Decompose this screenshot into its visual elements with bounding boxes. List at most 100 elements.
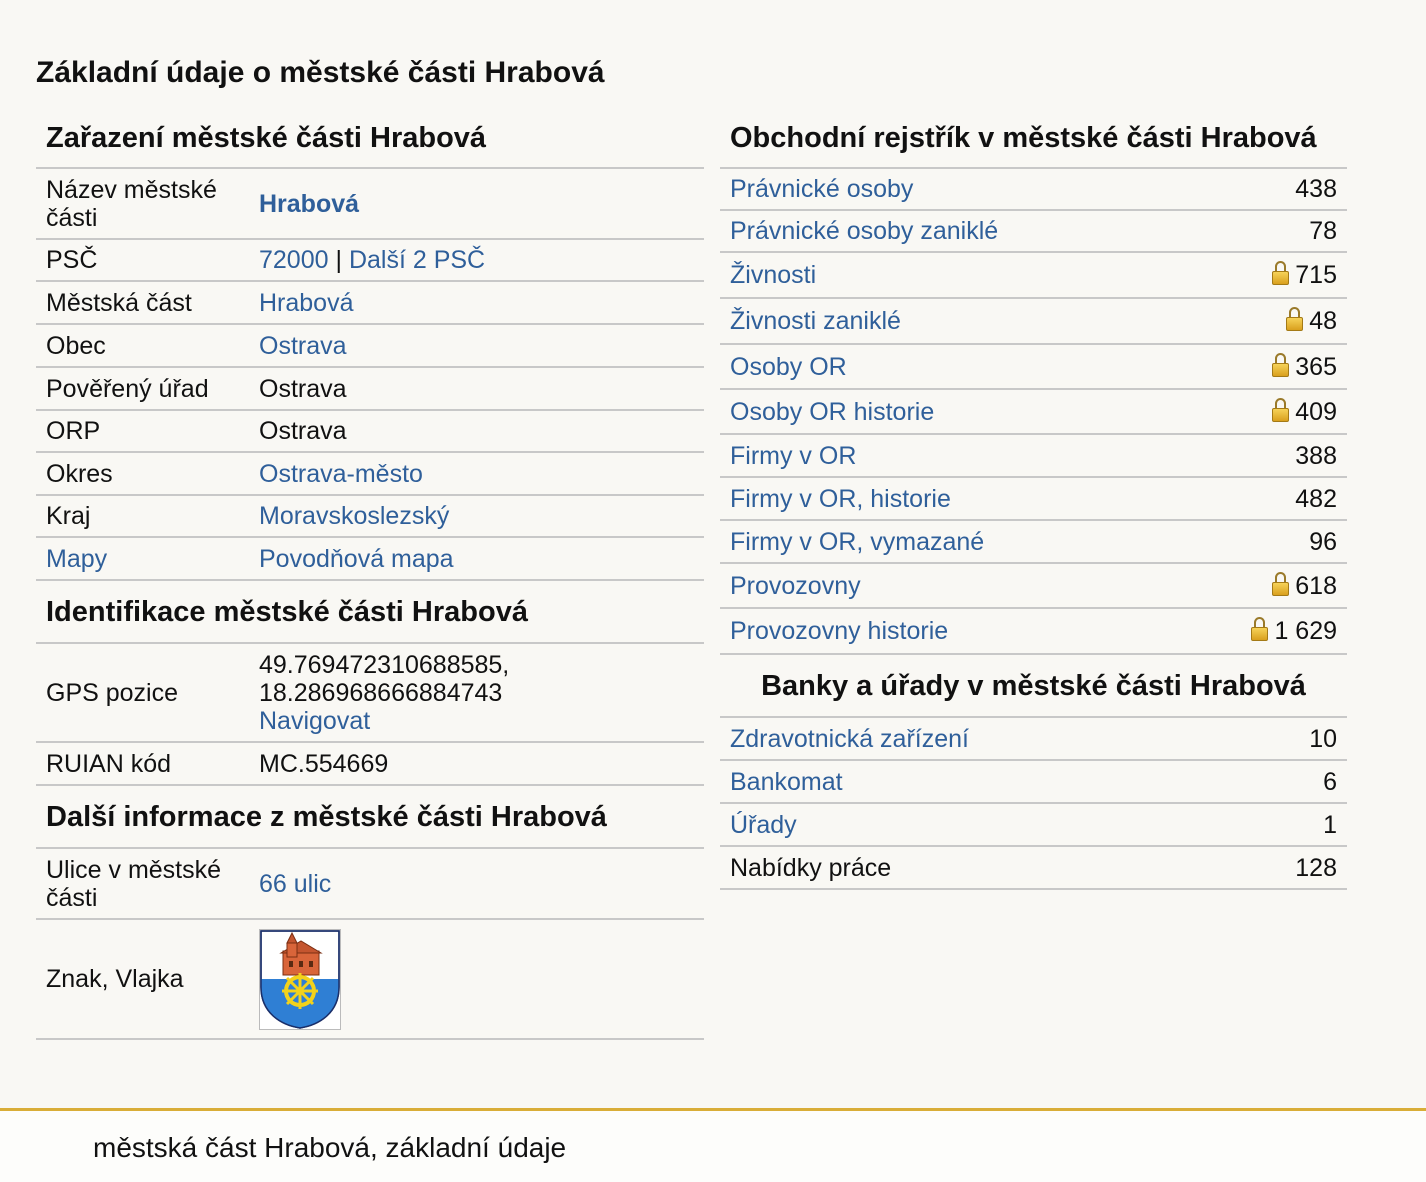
ruian-label: RUIAN kód [36, 742, 249, 786]
registry-link[interactable]: Provozovny historie [730, 617, 949, 645]
banks-link[interactable]: Úřady [730, 810, 797, 839]
lock-icon[interactable] [1251, 617, 1269, 641]
table-row: Firmy v OR, vymazané 96 [720, 520, 1347, 564]
table-row: Název městské části Hrabová [36, 168, 704, 240]
lock-icon[interactable] [1272, 397, 1290, 422]
authorized-office-value: Ostrava [249, 367, 704, 411]
table-row: Okres Ostrava-město [36, 452, 704, 496]
registry-link[interactable]: Živnosti [730, 261, 817, 289]
municipality-label: Obec [36, 324, 249, 368]
right-column: Obchodní rejstřík v městské části Hrabov… [720, 108, 1347, 890]
gps-longitude: 18.286968666884743 [259, 678, 503, 707]
registry-count: 438 [1295, 175, 1337, 203]
registry-count: 618 [1295, 571, 1337, 600]
table-row: Pověřený úřad Ostrava [36, 367, 704, 411]
registry-link[interactable]: Firmy v OR [730, 441, 857, 470]
banks-link[interactable]: Bankomat [730, 767, 843, 796]
registry-link[interactable]: Provozovny [730, 571, 861, 600]
table-row: Provozovny historie 1 629 [720, 608, 1347, 655]
registry-count: 96 [1309, 527, 1337, 556]
psc-label: PSČ [36, 239, 249, 282]
registry-link[interactable]: Živnosti zaniklé [730, 307, 901, 335]
lock-icon[interactable] [1286, 307, 1304, 331]
registry-link[interactable]: Osoby OR [730, 352, 847, 381]
table-row: GPS pozice 49.769472310688585, 18.286968… [36, 643, 704, 743]
name-label: Název městské části [36, 168, 249, 240]
name-link[interactable]: Hrabová [259, 189, 360, 218]
registry-link[interactable]: Firmy v OR, vymazané [730, 527, 985, 556]
banks-count: 1 [1226, 803, 1347, 847]
registry-count: 388 [1295, 441, 1337, 470]
table-row: Úřady 1 [720, 803, 1347, 847]
more-psc-link[interactable]: Další 2 PSČ [348, 246, 486, 274]
classification-title: Zařazení městské části Hrabová [36, 108, 704, 169]
streets-link[interactable]: 66 ulic [259, 869, 332, 898]
coat-of-arms-icon[interactable] [259, 928, 341, 1030]
orp-label: ORP [36, 410, 249, 453]
table-row: Živnosti 715 [720, 252, 1347, 299]
district-part-link[interactable]: Hrabová [259, 288, 354, 317]
registry-link[interactable]: Osoby OR historie [730, 397, 935, 426]
district-part-label: Městská část [36, 281, 249, 325]
lock-icon[interactable] [1272, 352, 1290, 377]
identification-title: Identifikace městské části Hrabová [36, 581, 704, 644]
more-info-title: Další informace z městské části Hrabová [36, 786, 704, 849]
registry-link[interactable]: Firmy v OR, historie [730, 484, 951, 513]
registry-count: 409 [1295, 397, 1337, 426]
left-column: Zařazení městské části Hrabová Název měs… [36, 108, 704, 1040]
registry-table: Obchodní rejstřík v městské části Hrabov… [720, 108, 1347, 655]
orp-value: Ostrava [249, 410, 704, 453]
banks-label: Nabídky práce [730, 853, 892, 882]
authorized-office-label: Pověřený úřad [36, 367, 249, 411]
banks-title: Banky a úřady v městské části Hrabová [720, 655, 1347, 718]
registry-link[interactable]: Právnické osoby zaniklé [730, 217, 999, 245]
maps-link[interactable]: Mapy [46, 544, 108, 573]
footer-text: městská část Hrabová, základní údaje [93, 1132, 567, 1163]
municipality-link[interactable]: Ostrava [259, 331, 347, 360]
navigate-link[interactable]: Navigovat [259, 706, 371, 735]
registry-link[interactable]: Právnické osoby [730, 175, 914, 203]
footer-divider [0, 1108, 1426, 1111]
table-row: Obec Ostrava [36, 324, 704, 368]
banks-link[interactable]: Zdravotnická zařízení [730, 724, 969, 753]
lock-icon[interactable] [1272, 261, 1290, 285]
flood-map-link[interactable]: Povodňová mapa [259, 544, 454, 573]
registry-count: 715 [1295, 261, 1337, 289]
table-row: Osoby OR historie 409 [720, 389, 1347, 435]
okres-link[interactable]: Ostrava-město [259, 459, 423, 488]
gps-latitude: 49.769472310688585, [259, 650, 510, 679]
table-row: Provozovny 618 [720, 563, 1347, 609]
banks-count: 10 [1226, 717, 1347, 761]
psc-link[interactable]: 72000 [259, 246, 329, 274]
banks-count: 6 [1226, 760, 1347, 804]
table-row: Firmy v OR 388 [720, 434, 1347, 478]
registry-title: Obchodní rejstřík v městské části Hrabov… [720, 108, 1347, 169]
okres-label: Okres [36, 452, 249, 496]
table-row: Firmy v OR, historie 482 [720, 477, 1347, 521]
table-row: Zdravotnická zařízení 10 [720, 717, 1347, 761]
page-title: Základní údaje o městské části Hrabová [36, 56, 605, 89]
more-info-table: Další informace z městské části Hrabová … [36, 786, 704, 1040]
psc-separator: | [335, 246, 342, 274]
registry-count: 1 629 [1274, 617, 1337, 645]
table-row: Právnické osoby 438 [720, 168, 1347, 211]
table-row: Mapy Povodňová mapa [36, 537, 704, 581]
gps-label: GPS pozice [36, 643, 249, 743]
table-row: Osoby OR 365 [720, 344, 1347, 390]
streets-label: Ulice v městské části [36, 848, 249, 920]
identification-table: Identifikace městské části Hrabová GPS p… [36, 581, 704, 786]
kraj-link[interactable]: Moravskoslezský [259, 502, 450, 530]
classification-table: Zařazení městské části Hrabová Název měs… [36, 108, 704, 581]
table-row: Bankomat 6 [720, 760, 1347, 804]
table-row: Živnosti zaniklé 48 [720, 298, 1347, 345]
table-row: Právnické osoby zaniklé 78 [720, 210, 1347, 253]
lock-icon[interactable] [1272, 571, 1290, 596]
ruian-value: MC.554669 [249, 742, 704, 786]
table-row: Znak, Vlajka [36, 919, 704, 1040]
table-row: PSČ 72000 | Další 2 PSČ [36, 239, 704, 282]
table-row: Ulice v městské části 66 ulic [36, 848, 704, 920]
table-row: Nabídky práce 128 [720, 846, 1347, 890]
banks-table: Banky a úřady v městské části Hrabová Zd… [720, 655, 1347, 890]
registry-count: 482 [1295, 484, 1337, 513]
table-row: Městská část Hrabová [36, 281, 704, 325]
